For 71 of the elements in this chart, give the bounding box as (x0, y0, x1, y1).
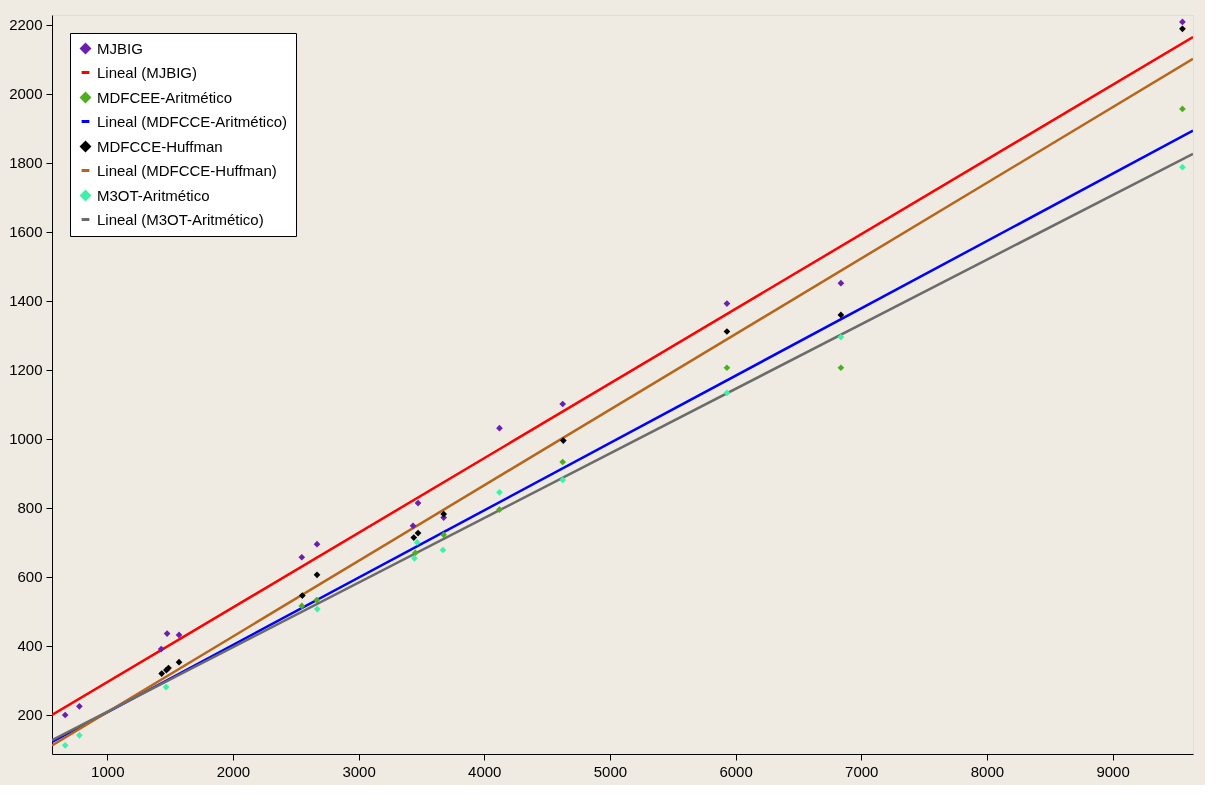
legend-label: Lineal (M3OT-Aritmético) (97, 210, 264, 228)
y-tick-label: 1800 (9, 154, 43, 172)
x-tick-label: 8000 (970, 762, 1005, 780)
legend-label: M3OT-Aritmético (97, 186, 210, 204)
y-tick-label: 1600 (9, 223, 43, 241)
point (313, 571, 321, 579)
point (61, 711, 69, 719)
point (1179, 25, 1186, 33)
point (837, 279, 845, 287)
point (175, 658, 183, 666)
point (837, 364, 845, 372)
point (412, 549, 419, 557)
y-tick-label: 1200 (9, 361, 43, 379)
y-tick-label: 1000 (9, 430, 43, 448)
point (76, 703, 83, 710)
legend-label: MDFCCE-Huffman (97, 137, 223, 155)
legend-label: Lineal (MJBIG) (97, 63, 198, 81)
point (440, 510, 448, 518)
legend-label: MJBIG (97, 39, 143, 57)
point (298, 602, 306, 610)
point (298, 592, 306, 599)
point (409, 522, 417, 530)
point (496, 489, 503, 496)
point (1179, 18, 1186, 26)
point (410, 534, 418, 541)
y-tick-label: 200 (17, 706, 43, 724)
x-tick-label: 6000 (719, 762, 753, 780)
legend-label: MDFCEE-Aritmético (97, 88, 233, 106)
x-tick-label: 5000 (593, 762, 628, 780)
x-tick-label: 1000 (91, 762, 125, 780)
point (298, 553, 306, 561)
point (559, 437, 567, 444)
legend-label: Lineal (MDFCCE-Huffman) (97, 161, 277, 179)
point (313, 605, 321, 613)
y-tick-label: 1400 (9, 292, 43, 310)
point (559, 476, 567, 484)
point (413, 539, 421, 546)
y-tick-label: 2200 (9, 16, 43, 34)
point (723, 389, 731, 397)
point (559, 400, 567, 408)
point (61, 742, 69, 749)
x-tick-label: 9000 (1096, 762, 1130, 780)
point (313, 596, 321, 604)
x-tick-label: 3000 (342, 762, 376, 780)
point (175, 631, 183, 639)
y-tick-label: 400 (17, 637, 43, 655)
point (496, 424, 503, 432)
point (414, 529, 422, 537)
y-tick-label: 600 (17, 568, 43, 586)
x-tick-label: 2000 (216, 762, 251, 780)
point (76, 732, 83, 739)
point (496, 506, 503, 513)
point (1179, 163, 1186, 171)
y-tick-label: 800 (17, 499, 43, 517)
y-tick-label: 2000 (9, 85, 43, 103)
legend-label: Lineal (MDFCCE-Aritmético) (97, 112, 288, 130)
point (414, 499, 422, 507)
x-tick-label: 7000 (845, 762, 879, 780)
x-tick-label: 4000 (468, 762, 502, 780)
point (157, 645, 165, 653)
point (559, 458, 567, 466)
point (837, 311, 845, 319)
point (158, 670, 166, 677)
point (440, 531, 448, 539)
point (723, 364, 731, 372)
point (411, 554, 418, 562)
point (1179, 105, 1186, 113)
point (439, 546, 447, 554)
point (837, 333, 845, 341)
point (313, 540, 321, 548)
point (162, 683, 170, 691)
